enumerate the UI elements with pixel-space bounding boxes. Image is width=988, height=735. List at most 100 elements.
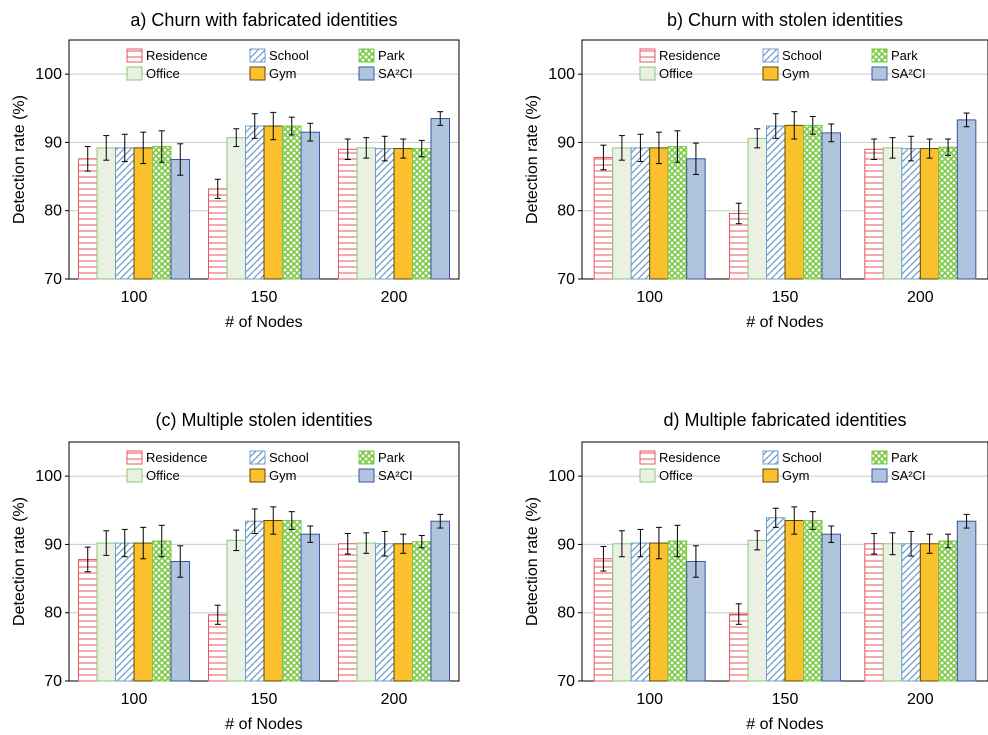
bar-park-150 — [803, 124, 823, 280]
y-tick-label: 90 — [557, 536, 575, 553]
bar-residence-200 — [338, 148, 358, 280]
y-tick-label: 80 — [557, 605, 575, 622]
y-tick-label: 100 — [35, 468, 62, 485]
bar-park-150 — [282, 125, 302, 280]
legend-swatch-residence — [639, 48, 656, 63]
y-tick-label: 70 — [557, 271, 575, 288]
bar-office-100 — [612, 147, 632, 280]
chart-title: (c) Multiple stolen identities — [155, 410, 372, 430]
bar-office-100 — [96, 542, 116, 682]
bar-gym-150 — [263, 125, 283, 280]
x-tick-label: 150 — [772, 289, 799, 306]
legend-label-gym: Gym — [269, 66, 296, 81]
bar-park-100 — [152, 146, 172, 280]
bar-school-200 — [901, 148, 921, 280]
y-tick-label: 70 — [44, 271, 62, 288]
legend-label-park: Park — [378, 450, 405, 465]
bar-office-150 — [747, 539, 767, 682]
y-axis-label: Detection rate (%) — [524, 497, 541, 626]
bar-saci-150 — [821, 132, 841, 280]
bar-residence-200 — [864, 543, 884, 682]
bar-office-100 — [612, 543, 632, 682]
legend-label-school: School — [269, 450, 309, 465]
bar-saci-200 — [430, 520, 450, 682]
legend-swatch-school — [249, 48, 266, 63]
bar-park-100 — [152, 540, 172, 682]
bar-school-200 — [375, 148, 395, 280]
legend: Residence School Park Office Gym SA²CI — [126, 48, 413, 81]
legend-label-office: Office — [146, 66, 180, 81]
bar-school-150 — [766, 517, 786, 682]
x-tick-label: 150 — [251, 691, 278, 708]
x-axis-label: # of Nodes — [746, 716, 823, 733]
legend-swatch-saci — [358, 468, 375, 483]
bar-gym-100 — [133, 147, 153, 280]
chart-panel-0: 70 80 90 100 100 150 200 a) Churn with fabricat… — [11, 10, 460, 331]
chart-panel-1: 70 80 90 100 100 150 200 b) Churn with stolen i… — [524, 10, 988, 331]
bar-park-200 — [412, 541, 432, 682]
bar-saci-200 — [430, 118, 450, 280]
y-tick-label: 90 — [557, 134, 575, 151]
legend-label-residence: Residence — [659, 450, 720, 465]
bar-school-150 — [245, 520, 265, 682]
legend-label-saci: SA²CI — [378, 468, 413, 483]
bar-gym-150 — [784, 520, 804, 682]
legend-label-saci: SA²CI — [891, 66, 926, 81]
legend-swatch-saci — [871, 66, 888, 81]
legend-swatch-park — [358, 450, 375, 465]
legend-swatch-office — [126, 66, 143, 81]
bar-school-100 — [115, 147, 135, 280]
x-tick-label: 150 — [251, 289, 278, 306]
legend-label-gym: Gym — [782, 66, 809, 81]
bar-park-100 — [667, 540, 688, 682]
legend-label-residence: Residence — [659, 48, 720, 63]
bar-office-150 — [747, 137, 767, 280]
legend-label-gym: Gym — [269, 468, 296, 483]
bar-park-150 — [282, 520, 302, 682]
x-tick-label: 200 — [381, 289, 408, 306]
bar-park-200 — [412, 148, 432, 280]
legend-swatch-park — [358, 48, 375, 63]
legend: Residence School Park Office Gym SA²CI — [639, 450, 926, 483]
x-axis-label: # of Nodes — [746, 314, 823, 331]
bar-gym-100 — [133, 542, 153, 682]
legend-swatch-gym — [762, 66, 779, 81]
legend-label-park: Park — [891, 450, 918, 465]
bar-saci-150 — [300, 131, 320, 280]
legend-label-gym: Gym — [782, 468, 809, 483]
chart-panel-2: 70 80 90 100 100 150 200 (c) Multiple stolen id… — [11, 410, 460, 733]
bar-park-150 — [803, 520, 823, 682]
bar-park-100 — [667, 146, 688, 280]
y-tick-label: 100 — [35, 66, 62, 83]
legend-label-park: Park — [891, 48, 918, 63]
legend: Residence School Park Office Gym SA²CI — [126, 450, 413, 483]
legend-swatch-gym — [249, 66, 266, 81]
bar-school-200 — [375, 543, 395, 682]
bar-saci-100 — [170, 159, 190, 280]
bar-saci-150 — [821, 533, 841, 682]
legend-label-residence: Residence — [146, 450, 207, 465]
bar-office-150 — [226, 539, 246, 682]
y-tick-label: 70 — [557, 673, 575, 690]
legend-label-office: Office — [659, 66, 693, 81]
legend-swatch-gym — [762, 468, 779, 483]
x-tick-label: 100 — [121, 691, 148, 708]
bar-office-150 — [226, 137, 246, 280]
bar-saci-200 — [956, 119, 977, 280]
bar-school-200 — [901, 543, 921, 682]
legend-label-office: Office — [659, 468, 693, 483]
chart-title: d) Multiple fabricated identities — [663, 410, 906, 430]
bar-residence-200 — [864, 148, 884, 280]
y-tick-label: 70 — [44, 673, 62, 690]
bar-saci-150 — [300, 533, 320, 682]
bar-residence-100 — [78, 558, 98, 682]
x-tick-label: 100 — [121, 289, 148, 306]
legend-swatch-office — [639, 66, 656, 81]
y-tick-label: 80 — [44, 203, 62, 220]
legend-label-school: School — [782, 450, 822, 465]
bar-school-150 — [766, 125, 786, 280]
y-tick-label: 90 — [44, 134, 62, 151]
y-axis-label: Detection rate (%) — [11, 95, 28, 224]
bar-school-100 — [630, 542, 651, 682]
x-axis-label: # of Nodes — [225, 716, 302, 733]
